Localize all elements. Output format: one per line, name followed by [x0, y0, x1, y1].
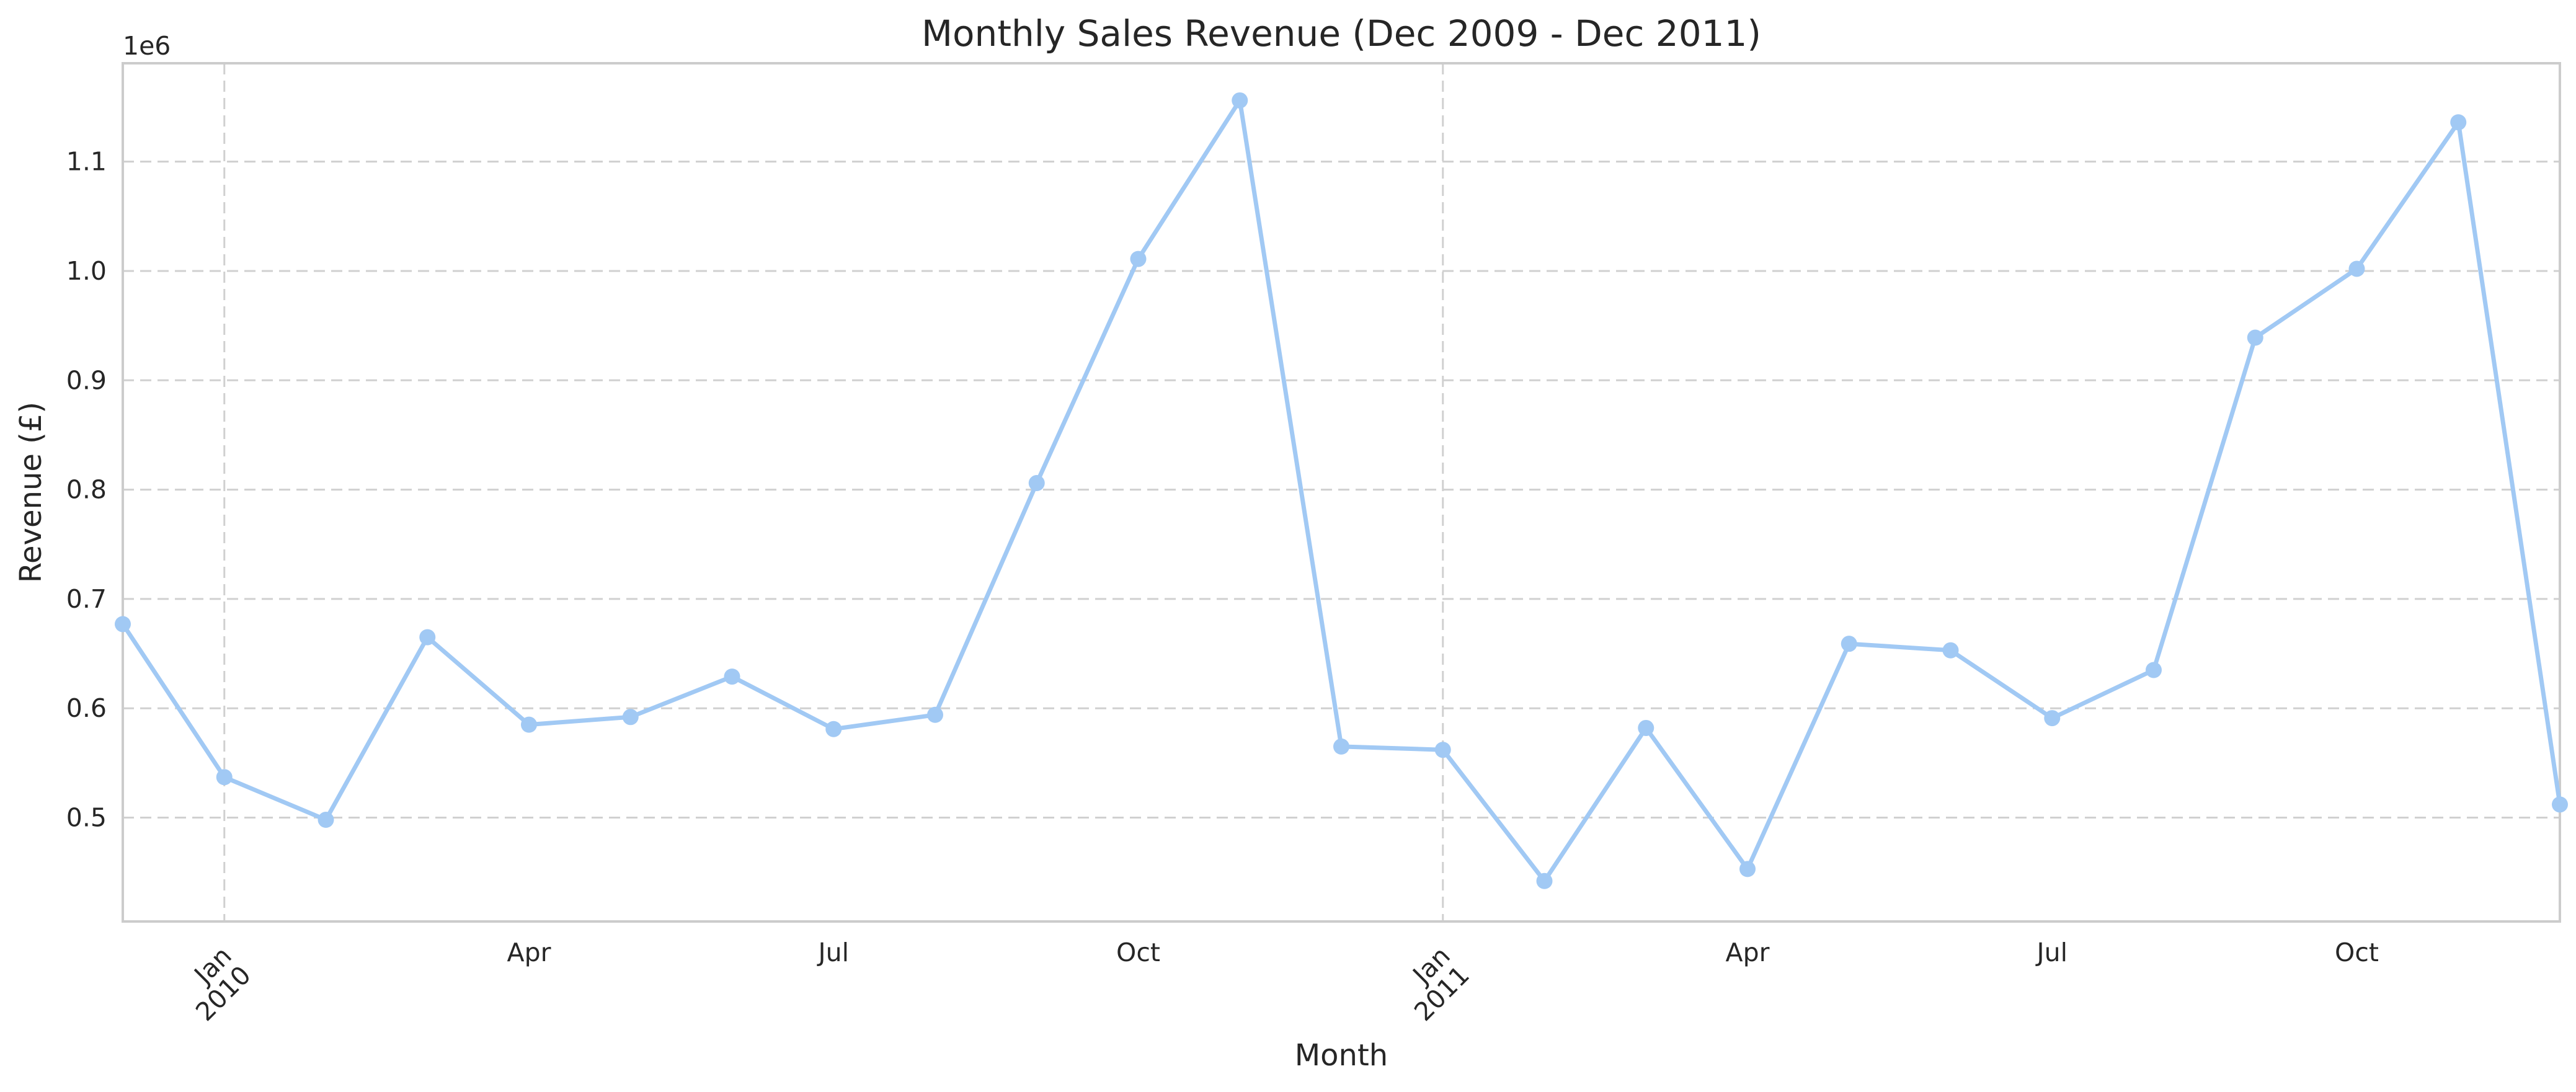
y-tick-label: 0.7 — [66, 584, 107, 614]
data-point — [1739, 861, 1756, 877]
data-point — [1232, 92, 1248, 109]
data-point — [1638, 719, 1654, 736]
x-tick-label: Jan2010 — [171, 941, 257, 1027]
plot-frame — [122, 62, 2561, 923]
data-point — [115, 616, 131, 633]
data-point — [2146, 662, 2162, 678]
data-point — [2552, 796, 2568, 813]
data-point — [1434, 742, 1451, 758]
y-tick-label: 0.6 — [66, 693, 107, 723]
data-point — [419, 629, 436, 646]
data-point — [318, 812, 334, 828]
data-point — [1536, 872, 1553, 889]
x-tick-label: Oct — [2335, 938, 2379, 967]
x-axis-ticks: Jan2010 Apr Jul Oct Jan2011 Apr Jul Oct — [171, 938, 2379, 1027]
data-point — [216, 769, 233, 786]
y-axis-offset-label: 1e6 — [123, 31, 171, 61]
data-point — [1333, 738, 1349, 755]
y-tick-label: 0.5 — [66, 803, 107, 833]
data-point — [2348, 260, 2365, 277]
x-tick-label: Oct — [1116, 938, 1160, 967]
data-point — [1942, 642, 1959, 659]
y-tick-label: 1.1 — [66, 147, 107, 177]
y-axis-ticks: 0.5 0.6 0.7 0.8 0.9 1.0 1.1 — [66, 147, 107, 833]
data-point — [1841, 636, 1857, 652]
x-tick-label: Apr — [507, 938, 551, 967]
data-point — [825, 721, 842, 737]
y-tick-label: 1.0 — [66, 256, 107, 286]
y-tick-label: 0.8 — [66, 475, 107, 505]
chart-title: Monthly Sales Revenue (Dec 2009 - Dec 20… — [922, 12, 1761, 55]
data-point — [2247, 329, 2263, 346]
data-point — [927, 706, 943, 723]
data-point — [1028, 475, 1045, 492]
data-point — [622, 709, 639, 726]
data-point — [1130, 251, 1147, 267]
x-tick-label: Apr — [1726, 938, 1770, 967]
y-axis-label: Revenue (£) — [14, 402, 48, 583]
data-point — [2450, 114, 2467, 131]
grid — [123, 63, 2560, 921]
x-axis-label: Month — [1295, 1038, 1388, 1073]
y-tick-label: 0.9 — [66, 365, 107, 395]
x-tick-label: Jul — [817, 938, 849, 967]
series-line — [120, 98, 2562, 884]
x-tick-label: Jan2011 — [1389, 941, 1475, 1027]
data-point — [521, 716, 537, 733]
series-revenue — [115, 92, 2568, 889]
x-tick-label: Jul — [2035, 938, 2067, 967]
data-point — [724, 668, 740, 685]
data-point — [2044, 710, 2061, 727]
